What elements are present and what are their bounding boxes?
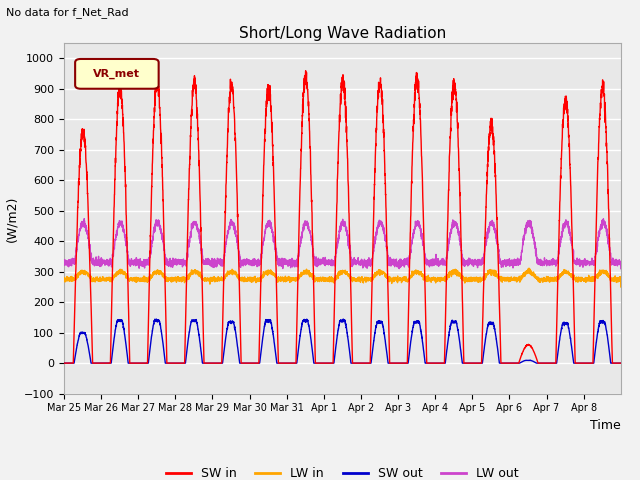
Legend: SW in, LW in, SW out, LW out: SW in, LW in, SW out, LW out — [161, 462, 524, 480]
Y-axis label: (W/m2): (W/m2) — [5, 195, 19, 241]
Title: Short/Long Wave Radiation: Short/Long Wave Radiation — [239, 25, 446, 41]
FancyBboxPatch shape — [75, 59, 159, 89]
X-axis label: Time: Time — [590, 419, 621, 432]
Text: No data for f_Net_Rad: No data for f_Net_Rad — [6, 7, 129, 18]
Text: VR_met: VR_met — [93, 69, 140, 79]
